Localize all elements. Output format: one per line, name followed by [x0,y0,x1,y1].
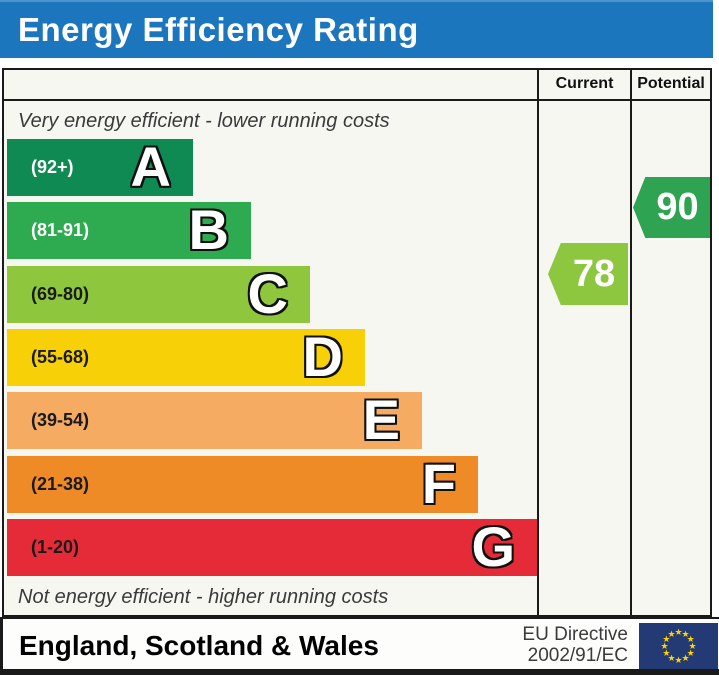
star-icon: ★ [667,653,676,664]
star-icon: ★ [686,634,695,644]
eu-directive-line1: EU Directive [522,624,628,645]
star-icon: ★ [681,628,690,639]
star-icon: ★ [667,628,676,639]
band-range-label: (21-38) [31,474,90,494]
star-icon: ★ [674,627,683,637]
star-icon: ★ [688,641,697,651]
footer: England, Scotland & Wales EU Directive 2… [0,617,719,675]
column-header-potential: Potential [637,75,705,92]
star-icon: ★ [686,648,695,658]
band-range-label: (1-20) [31,537,80,557]
band-row-d: (55-68) D [7,329,365,386]
band-row-e: (39-54) E [7,392,422,449]
star-icon: ★ [660,641,669,651]
band-row-a: (92+) A [7,139,193,196]
potential-rating-value: 90 [656,186,699,228]
band-range-label: (81-91) [31,220,90,240]
band-letter: A [130,135,171,198]
column-divider-potential [630,68,632,617]
star-icon: ★ [662,634,671,644]
star-icon: ★ [662,648,671,658]
band-row-b: (81-91) B [7,202,251,259]
band-letter: B [188,198,229,261]
page-title: Energy Efficiency Rating [18,11,419,48]
column-divider-current [537,68,539,617]
band-range-label: (39-54) [31,410,90,430]
band-letter: E [362,388,400,451]
column-header-current: Current [555,75,614,92]
band-letter: C [247,262,288,325]
eu-flag-icon: ★ ★ ★ ★ ★ ★ ★ ★ ★ ★ ★ ★ [639,623,718,669]
potential-rating-badge: 90 [633,177,710,238]
band-range-label: (69-80) [31,284,90,304]
star-icon: ★ [674,655,683,665]
top-note: Very energy efficient - lower running co… [18,110,390,132]
header-row-divider [2,99,712,101]
band-range-label: (55-68) [31,347,90,367]
band-row-c: (69-80) C [7,266,310,323]
bottom-note: Not energy efficient - higher running co… [18,586,389,608]
band-row-f: (21-38) F [7,456,478,513]
title-bar: Energy Efficiency Rating [0,0,713,58]
star-icon: ★ [681,653,690,664]
band-letter: F [421,452,456,515]
band-letter: G [471,515,515,578]
current-rating-badge: 78 [548,243,628,305]
eu-directive-line2: 2002/91/EC [527,645,628,666]
band-range-label: (92+) [31,157,74,177]
eu-directive-label: EU Directive 2002/91/EC [428,624,628,666]
band-letter: D [302,325,343,388]
band-row-g: (1-20) G [7,519,537,576]
region-label: England, Scotland & Wales [19,630,379,661]
current-rating-value: 78 [572,252,616,295]
